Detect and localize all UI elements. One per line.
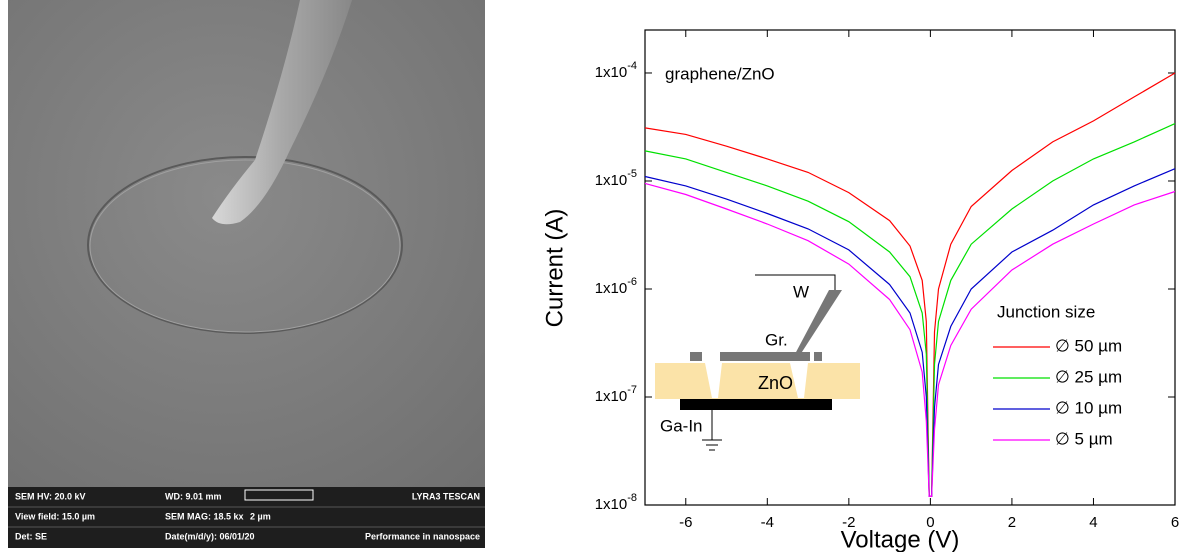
inset-diagram: W Gr. ZnO Ga-In <box>655 275 860 450</box>
chart: graphene/ZnO Voltage (V) Current (A) Jun… <box>541 30 1179 552</box>
sem-info-text: Det: SE <box>15 531 47 541</box>
inset-contact <box>680 399 832 410</box>
sem-background <box>8 0 485 487</box>
inset-label: W <box>793 282 809 301</box>
x-tick-label: 2 <box>1008 514 1016 531</box>
y-tick-base: 1x10 <box>595 280 628 297</box>
annotation: graphene/ZnO <box>665 64 775 83</box>
inset-graphene <box>814 352 822 361</box>
sem-image: SEM HV: 20.0 kV WD: 9.01 mm LYRA3 TESCAN Vi… <box>8 0 485 548</box>
sem-info-text: SEM MAG: 18.5 kx <box>165 511 244 521</box>
x-axis-label: Voltage (V) <box>841 526 960 552</box>
x-tick-label: 4 <box>1089 514 1097 531</box>
y-tick-label: 1x10-8 <box>595 492 637 513</box>
y-axis-label: Current (A) <box>541 209 568 328</box>
legend-label: ∅ 5 µm <box>1055 429 1113 448</box>
sem-info-text: WD: 9.01 mm <box>165 491 222 501</box>
y-tick-label: 1x10-4 <box>595 60 637 81</box>
y-tick-exponent: -7 <box>627 384 637 396</box>
y-tick-label: 1x10-7 <box>595 384 637 405</box>
y-tick-exponent: -4 <box>627 60 637 72</box>
inset-label: ZnO <box>758 373 793 393</box>
y-tick-exponent: -6 <box>627 276 637 288</box>
inset-label: Ga-In <box>660 416 703 435</box>
legend-label: ∅ 10 µm <box>1055 398 1122 417</box>
y-tick-base: 1x10 <box>595 496 628 513</box>
y-tick-label: 1x10-6 <box>595 276 637 297</box>
x-tick-label: -6 <box>679 514 692 531</box>
x-tick-label: 6 <box>1171 514 1179 531</box>
x-tick-label: 0 <box>926 514 934 531</box>
x-tick-label: -2 <box>842 514 855 531</box>
y-tick-base: 1x10 <box>595 172 628 189</box>
sem-info-text: Date(m/d/y): 06/01/20 <box>165 531 255 541</box>
figure: SEM HV: 20.0 kV WD: 9.01 mm LYRA3 TESCAN Vi… <box>0 0 1183 552</box>
x-tick-label: -4 <box>761 514 774 531</box>
sem-info-text: SEM HV: 20.0 kV <box>15 491 86 501</box>
y-tick-label: 1x10-5 <box>595 168 637 189</box>
y-tick-exponent: -5 <box>627 168 637 180</box>
sem-info-text: View field: 15.0 µm <box>15 511 95 521</box>
sem-info-text: LYRA3 TESCAN <box>412 491 480 501</box>
legend-label: ∅ 50 µm <box>1055 336 1122 355</box>
inset-label: Gr. <box>765 330 788 349</box>
legend-label: ∅ 25 µm <box>1055 367 1122 386</box>
inset-graphene <box>720 352 810 361</box>
sem-info-text: Performance in nanospace <box>365 531 480 541</box>
y-tick-base: 1x10 <box>595 388 628 405</box>
inset-graphene <box>690 352 702 361</box>
y-tick-base: 1x10 <box>595 64 628 81</box>
y-tick-exponent: -8 <box>627 492 637 504</box>
sem-info-text: 2 µm <box>250 511 271 521</box>
legend-title: Junction size <box>997 302 1095 321</box>
